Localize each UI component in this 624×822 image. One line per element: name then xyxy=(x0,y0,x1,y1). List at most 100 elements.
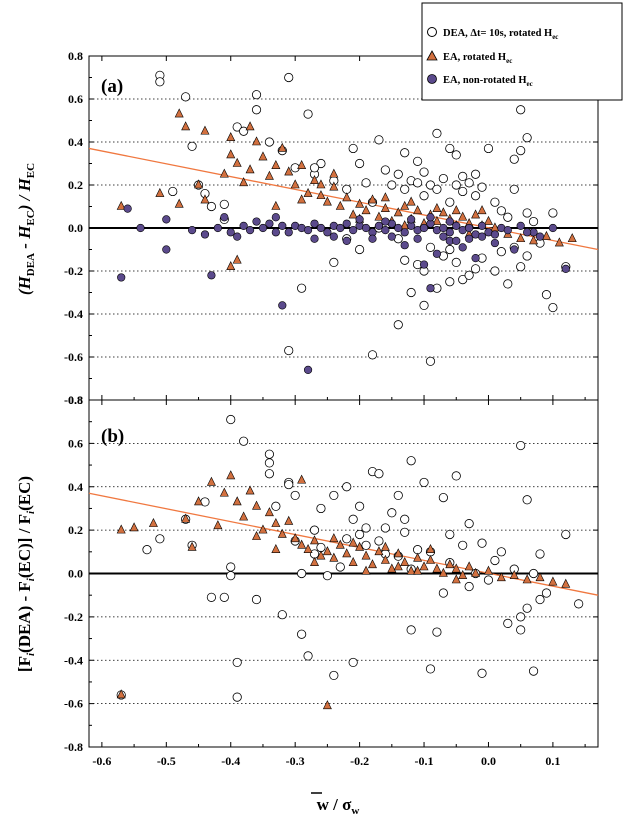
data-point-dea xyxy=(393,490,403,501)
data-point-dea xyxy=(490,197,500,207)
data-point-ea-rotated xyxy=(432,202,442,212)
data-point-ea-rotated xyxy=(496,572,506,582)
data-point-dea xyxy=(239,126,249,136)
y-tick-label: 0.0 xyxy=(68,221,83,235)
data-point-dea xyxy=(496,206,506,216)
data-point-ea-rotated xyxy=(194,179,204,189)
x-tick-label: -0.1 xyxy=(415,754,434,768)
data-point-dea xyxy=(309,163,320,173)
data-point-ea-nonrotated xyxy=(419,260,429,269)
data-point-dea xyxy=(445,143,455,154)
data-point-dea xyxy=(342,534,352,544)
data-point-dea xyxy=(290,490,300,501)
data-point-dea xyxy=(239,436,249,446)
data-point-ea-nonrotated xyxy=(503,226,512,235)
data-point-ea-rotated xyxy=(393,548,403,558)
panel-a-ylabel-part2: - H xyxy=(15,225,34,253)
data-point-ea-nonrotated xyxy=(548,223,557,233)
data-point-ea-rotated xyxy=(413,552,423,562)
panel-a-ylabel-part1: (H xyxy=(15,275,34,295)
data-point-ea-rotated xyxy=(297,474,307,484)
y-tick-label: 0.8 xyxy=(68,393,83,407)
data-point-ea-rotated xyxy=(335,539,345,549)
data-point-ea-rotated xyxy=(361,205,371,215)
data-point-ea-rotated xyxy=(232,157,242,167)
y-tick-label: 0.4 xyxy=(68,135,83,149)
data-point-dea xyxy=(483,575,494,585)
data-point-ea-nonrotated xyxy=(316,223,326,233)
data-point-ea-rotated xyxy=(509,569,519,579)
y-tick-label: -0.2 xyxy=(64,610,83,624)
data-point-dea xyxy=(232,692,242,702)
data-point-ea-rotated xyxy=(174,108,184,118)
data-point-ea-rotated xyxy=(129,522,139,532)
data-point-ea-rotated xyxy=(245,121,255,131)
data-point-ea-rotated xyxy=(226,149,236,159)
data-point-ea-rotated xyxy=(368,559,377,569)
x-axis-label-sub: w xyxy=(351,805,359,817)
data-point-ea-nonrotated xyxy=(439,223,448,233)
data-point-dea xyxy=(400,148,410,158)
legend-entry-ea-nonrotated: EA, non-rotated Hec xyxy=(443,75,533,88)
data-point-dea xyxy=(516,612,526,622)
data-point-dea xyxy=(393,320,403,330)
data-point-ea-nonrotated xyxy=(239,221,248,230)
y-tick-label: -0.8 xyxy=(64,740,83,754)
data-point-ea-rotated xyxy=(284,515,294,525)
data-point-ea-rotated xyxy=(464,561,474,571)
data-point-ea-rotated xyxy=(374,546,384,556)
data-point-ea-rotated xyxy=(316,179,326,189)
data-point-dea xyxy=(483,143,494,154)
data-point-ea-rotated xyxy=(174,198,184,208)
data-point-ea-rotated xyxy=(297,194,307,204)
data-point-ea-nonrotated xyxy=(374,221,384,230)
data-point-ea-rotated xyxy=(271,159,281,169)
data-point-dea xyxy=(528,568,539,579)
data-point-dea xyxy=(380,523,390,533)
data-point-ea-rotated xyxy=(226,261,236,271)
data-point-ea-rotated xyxy=(406,196,416,206)
data-point-dea xyxy=(522,603,532,613)
legend-entry-ea-rotated-label: EA, rotated H xyxy=(443,52,506,63)
data-point-dea xyxy=(470,264,481,274)
data-point-ea-rotated xyxy=(187,541,197,551)
data-point-ea-rotated xyxy=(445,559,455,569)
data-point-dea xyxy=(168,186,178,197)
data-point-ea-rotated xyxy=(148,517,158,527)
data-point-ea-rotated xyxy=(438,567,448,577)
data-point-ea-rotated xyxy=(194,496,204,506)
data-point-ea-nonrotated xyxy=(413,234,422,243)
data-point-ea-nonrotated xyxy=(271,213,280,222)
data-point-dea xyxy=(470,169,481,179)
data-point-ea-rotated xyxy=(322,700,332,710)
panel-b-ylabel-sub3: i xyxy=(25,510,37,514)
data-point-ea-nonrotated xyxy=(535,232,545,241)
data-point-ea-nonrotated xyxy=(407,215,416,224)
panel-b-ylabel-part4: (EC) xyxy=(15,476,34,511)
data-point-dea xyxy=(503,618,513,628)
data-point-dea xyxy=(264,458,275,468)
data-point-ea-rotated xyxy=(271,543,281,553)
data-point-ea-rotated xyxy=(393,207,403,217)
data-point-ea-nonrotated xyxy=(342,219,351,228)
data-point-dea xyxy=(528,666,539,676)
data-point-dea xyxy=(470,191,481,201)
data-point-dea xyxy=(425,664,436,674)
data-point-dea xyxy=(406,287,416,298)
data-point-ea-rotated xyxy=(329,533,339,543)
data-point-dea xyxy=(509,154,519,164)
data-point-dea xyxy=(264,469,275,479)
data-point-ea-nonrotated xyxy=(303,226,313,235)
data-point-ea-nonrotated xyxy=(510,245,519,254)
data-point-dea xyxy=(522,251,532,261)
data-point-ea-nonrotated xyxy=(213,223,222,233)
data-point-ea-rotated xyxy=(226,132,236,141)
data-point-ea-rotated xyxy=(342,548,352,558)
data-point-ea-rotated xyxy=(258,524,268,534)
data-point-ea-rotated xyxy=(541,230,551,240)
data-point-dea xyxy=(316,158,326,169)
data-point-ea-rotated xyxy=(406,565,416,575)
data-point-ea-rotated xyxy=(264,170,274,180)
data-point-ea-nonrotated xyxy=(162,245,171,254)
data-point-dea xyxy=(374,536,384,546)
